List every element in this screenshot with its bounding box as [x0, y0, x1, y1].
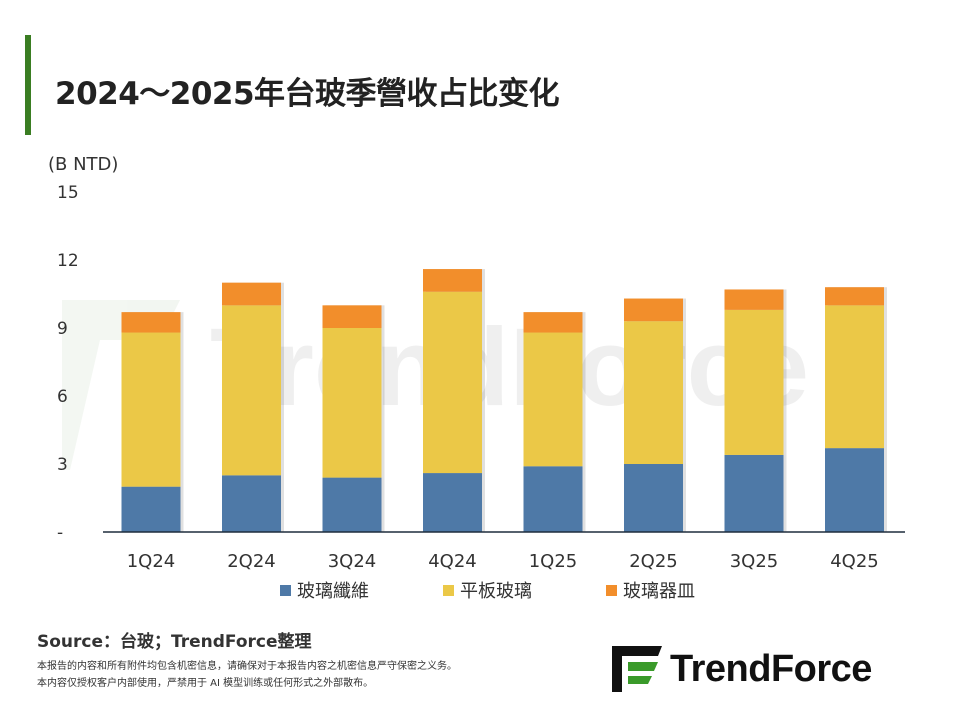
y-tick-label: 15 — [57, 183, 79, 203]
bar-segment — [724, 454, 784, 532]
bar-segment — [523, 466, 583, 532]
bar-segment — [724, 309, 784, 455]
bar-segment — [825, 287, 884, 306]
y-axis-label: (B NTD) — [48, 154, 119, 175]
x-tick-label: 3Q24 — [328, 551, 377, 572]
bar-segment — [222, 282, 281, 306]
bar-segment — [222, 475, 281, 532]
x-tick-label: 4Q24 — [428, 551, 477, 572]
bar-segment — [523, 312, 583, 333]
bar-segment — [121, 486, 181, 532]
bar-segment — [423, 473, 482, 532]
trendforce-logo: TrendForce — [612, 646, 872, 692]
title-accent-bar — [25, 35, 31, 135]
bar-segment — [322, 305, 382, 328]
bar-segment — [121, 312, 181, 333]
bar-segment — [222, 305, 281, 476]
bar-segment — [724, 289, 784, 310]
bar-segment — [825, 305, 884, 449]
y-tick-label: 9 — [57, 319, 68, 339]
watermark-text: TrendForce — [210, 306, 809, 429]
source-text: Source：台玻；TrendForce整理 — [37, 632, 312, 652]
y-tick-label: - — [57, 523, 63, 543]
bar-segment — [523, 332, 583, 467]
y-tick-label: 3 — [57, 455, 68, 475]
legend-label: 玻璃器皿 — [623, 581, 695, 602]
x-tick-label: 1Q24 — [127, 551, 176, 572]
legend-label: 玻璃纖維 — [297, 581, 369, 602]
disclaimer-line-1: 本报告的内容和所有附件均包含机密信息，请确保对于本报告内容之机密信息严守保密之义… — [37, 661, 457, 672]
bar-segment — [624, 298, 683, 322]
bar-segment — [423, 269, 482, 292]
x-tick-label: 2Q24 — [227, 551, 276, 572]
x-tick-label: 2Q25 — [629, 551, 678, 572]
x-tick-label: 1Q25 — [529, 551, 578, 572]
x-tick-label: 3Q25 — [730, 551, 779, 572]
legend-swatch — [606, 585, 617, 596]
logo-text: TrendForce — [670, 647, 872, 690]
legend-swatch — [443, 585, 454, 596]
y-tick-label: 12 — [57, 251, 79, 271]
bar-segment — [121, 332, 181, 487]
logo-icon — [612, 646, 662, 692]
watermark: TrendForce — [62, 300, 809, 470]
bar-segment — [322, 477, 382, 532]
bar-segment — [624, 321, 683, 464]
chart-title: 2024～2025年台玻季營收占比变化 — [55, 76, 560, 112]
bar-segment — [624, 464, 683, 532]
x-tick-label: 4Q25 — [830, 551, 879, 572]
disclaimer-line-2: 本内容仅授权客户内部使用，严禁用于 AI 模型训练或任何形式之外部散布。 — [37, 678, 374, 689]
legend-swatch — [280, 585, 291, 596]
bar-segment — [423, 291, 482, 474]
bar-segment — [825, 448, 884, 532]
y-tick-label: 6 — [57, 387, 68, 407]
bar-segment — [322, 328, 382, 478]
legend-label: 平板玻璃 — [460, 581, 532, 602]
chart: TrendForce - 3 6 9 12 15 1Q24 2Q24 3Q24 4Q24 1Q25… — [57, 183, 905, 602]
